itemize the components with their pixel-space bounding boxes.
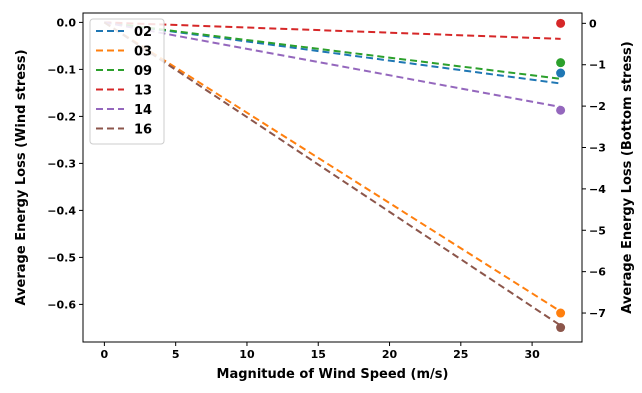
y-left-tick-label: −0.5 — [47, 251, 76, 264]
x-tick-label: 0 — [101, 348, 109, 361]
x-tick-label: 10 — [239, 348, 255, 361]
series-marker-09 — [556, 58, 566, 68]
y-axis-right-ticks: 0 −1 −2 −3 −4 −5 −6 −7 — [582, 17, 606, 320]
y-right-tick-label: −1 — [589, 59, 606, 72]
y-right-tick-label: −6 — [589, 266, 606, 279]
series-marker-02 — [556, 68, 566, 78]
y-right-tick-label: −3 — [589, 141, 606, 154]
y-left-tick-label: −0.4 — [47, 204, 76, 217]
y-right-tick-label: 0 — [589, 17, 597, 30]
x-axis-ticks: 0 5 10 15 20 25 30 — [101, 342, 540, 361]
y-axis-right-label: Average Energy Loss (Bottom stress) — [620, 41, 635, 313]
y-left-tick-label: −0.3 — [47, 157, 76, 170]
series-line-14 — [104, 21, 561, 108]
y-left-tick-label: 0.0 — [57, 16, 77, 29]
legend-label-13: 13 — [134, 84, 152, 99]
legend-label-03: 03 — [134, 45, 152, 60]
legend-box — [89, 18, 165, 145]
y-right-tick-label: −4 — [589, 183, 606, 196]
legend: 02 03 09 13 14 16 — [89, 18, 165, 145]
series-lines — [103, 21, 562, 327]
legend-label-14: 14 — [134, 103, 152, 118]
x-tick-label: 5 — [172, 348, 180, 361]
x-axis-label: Magnitude of Wind Speed (m/s) — [217, 367, 449, 382]
series-markers — [556, 18, 566, 333]
series-line-09 — [104, 21, 561, 80]
y-right-tick-label: −7 — [589, 307, 606, 320]
y-right-tick-label: −5 — [589, 224, 606, 237]
y-axis-left-label: Average Energy Loss (Wind stress) — [14, 49, 29, 305]
y-left-tick-label: −0.1 — [47, 63, 76, 76]
series-marker-03 — [556, 308, 566, 318]
x-tick-label: 25 — [453, 348, 468, 361]
series-marker-16 — [556, 323, 566, 333]
y-right-tick-label: −2 — [589, 100, 606, 113]
x-tick-label: 30 — [524, 348, 540, 361]
y-axis-left-ticks: 0.0 −0.1 −0.2 −0.3 −0.4 −0.5 −0.6 — [47, 16, 83, 311]
legend-label-09: 09 — [134, 64, 152, 79]
series-line-13 — [104, 21, 561, 40]
y-left-tick-label: −0.2 — [47, 110, 76, 123]
series-line-03 — [103, 21, 562, 313]
legend-label-02: 02 — [134, 25, 152, 40]
series-marker-14 — [556, 105, 566, 115]
legend-label-16: 16 — [134, 123, 152, 138]
series-line-16 — [103, 21, 562, 327]
x-tick-label: 20 — [382, 348, 398, 361]
y-left-tick-label: −0.6 — [47, 298, 76, 311]
x-tick-label: 15 — [311, 348, 326, 361]
plot-frame — [82, 12, 583, 343]
series-marker-13 — [556, 18, 566, 28]
